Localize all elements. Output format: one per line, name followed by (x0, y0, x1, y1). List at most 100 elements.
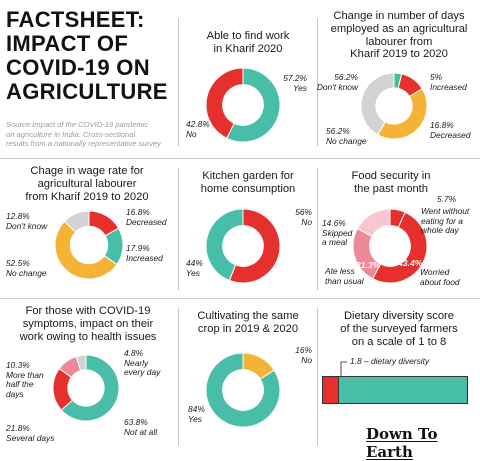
health-several-label: 21.8% Several days (6, 423, 55, 443)
health-notatall-label: 63.8% Not at all (124, 417, 157, 437)
label-line: half the (6, 379, 34, 390)
label-line: Worried (420, 267, 450, 277)
slice-text: Several days (6, 432, 55, 443)
wage-decreased-label: 16.8% Decreased (126, 207, 167, 227)
slice-value: 17.9% (126, 243, 150, 253)
factsheet-title: FACTSHEET: IMPACT OF COVID-19 ON AGRICUL… (6, 8, 181, 104)
slice-value: 42.8% (186, 119, 210, 129)
title-line: FACTSHEET: (6, 7, 145, 32)
slice-value: 12.8% (6, 211, 30, 221)
brand-logo: Down To Earth (366, 425, 438, 461)
slice-text: Yes (188, 413, 202, 424)
title-line: IMPACT OF (6, 31, 129, 56)
slice-value: 14.6% (322, 218, 346, 228)
title-line: the past month (353, 182, 428, 195)
days-title: Change in number of days employed as an … (321, 10, 477, 61)
divider (178, 18, 179, 146)
slice-text: Don't know (316, 81, 358, 92)
health-slice-0 (60, 354, 120, 422)
health-donut (52, 354, 120, 422)
work-slice-0 (226, 67, 281, 143)
divider (178, 168, 179, 290)
diversity-score-bar (322, 376, 339, 404)
title-line: home consumption (200, 182, 296, 195)
slice-text: Decreased (430, 129, 471, 140)
title-line: Able to find work (206, 30, 290, 42)
food-worried-value: 43.4% (398, 258, 423, 268)
title-line: on a scale of 1 to 8 (351, 335, 447, 348)
diversity-pointer (340, 361, 347, 376)
slice-text: No change (6, 267, 47, 278)
wage-slice-3 (63, 210, 90, 233)
slice-value: 21.8% (6, 423, 30, 433)
work-title: Able to find work in Kharif 2020 (184, 30, 312, 56)
title-line: Change in number of days (333, 10, 465, 22)
slice-text: Decreased (126, 216, 167, 227)
slice-value: 16.8% (430, 120, 454, 130)
title-line: For those with COVID-19 (25, 305, 151, 317)
label-line: Ate less (325, 266, 355, 276)
title-line: COVID-19 ON (6, 55, 150, 80)
diversity-label: 1.8 – dietary diversity (350, 356, 430, 366)
food-worried-label: Worried about food (420, 267, 460, 287)
days-nochange-label: 56.2% No change (326, 126, 367, 146)
wage-increased-label: 17.9% Increased (126, 243, 163, 263)
title-line: Cultivating the same (197, 310, 299, 322)
food-ate-label: Ate less than usual (325, 266, 364, 286)
title-line: from Kharif 2019 to 2020 (25, 190, 149, 203)
work-slice-1 (205, 67, 244, 139)
divider (317, 18, 318, 146)
label-line: days (6, 388, 24, 399)
diversity-scale-bar (322, 376, 468, 404)
slice-text: Yes (293, 82, 307, 93)
slice-text: Don't know (6, 220, 48, 231)
slice-value: 56.2% (334, 72, 358, 82)
title-line: Kharif 2019 to 2020 (350, 48, 448, 61)
days-slice-3 (360, 72, 395, 136)
health-nearly-label: 4.8% Nearly every day (124, 348, 160, 378)
food-went-value: 5.7% (437, 194, 457, 204)
title-line: Chage in wage rate for (30, 165, 144, 177)
label-line: Went without (421, 206, 470, 216)
divider (178, 308, 179, 446)
title-line: Dietary diversity score (343, 310, 455, 322)
health-title: For those with COVID-19 symptoms, impact… (8, 305, 168, 343)
wage-donut (54, 210, 124, 280)
label-line: Nearly (124, 357, 149, 368)
garden-donut (205, 208, 281, 284)
crop-no-label: 16% No (262, 345, 312, 365)
wage-title: Chage in wage rate for agricultural labo… (8, 165, 166, 203)
crop-slice-1 (205, 352, 281, 428)
title-line: Kitchen garden for (202, 170, 294, 182)
slice-text: No (186, 128, 197, 139)
slice-value: 57.2% (283, 73, 307, 83)
work-yes-label: 57.2% Yes (252, 73, 307, 93)
days-decreased-label: 16.8% Decreased (430, 120, 471, 140)
label-line: a meal (322, 237, 348, 248)
slice-value: 84% (188, 404, 205, 414)
slice-value: 56% (295, 207, 312, 217)
slice-value: 10.3% (6, 360, 30, 370)
source-line: results from a nationally representative… (6, 139, 161, 149)
label-line: More than (6, 369, 44, 380)
title-line: labourer from (365, 35, 433, 48)
title-line: in Kharif 2020 (213, 42, 283, 55)
wage-dontknow-label: 12.8% Don't know (6, 211, 48, 231)
garden-title: Kitchen garden for home consumption (184, 170, 312, 196)
source-note: Source:Impact of the COVID-19 pandemic o… (6, 120, 181, 149)
divider (317, 308, 318, 446)
crop-yes-label: 84% Yes (188, 404, 205, 424)
garden-yes-label: 44% Yes (186, 258, 203, 278)
slice-text: Increased (126, 252, 163, 263)
title-line: of the surveyed farmers (340, 322, 458, 335)
slice-value: 16% (295, 345, 312, 355)
health-more-label: 10.3% More than half the days (6, 360, 44, 399)
slice-text: No (301, 216, 312, 227)
source-line: Source:Impact of the COVID-19 pandemic (6, 120, 149, 129)
crop-title: Cultivating the same crop in 2019 & 2020 (184, 310, 312, 336)
title-line: AGRICULTURE (6, 79, 168, 104)
divider (317, 168, 318, 290)
days-slice-2 (377, 88, 428, 140)
wage-slice-2 (54, 220, 118, 280)
days-donut (360, 72, 428, 140)
